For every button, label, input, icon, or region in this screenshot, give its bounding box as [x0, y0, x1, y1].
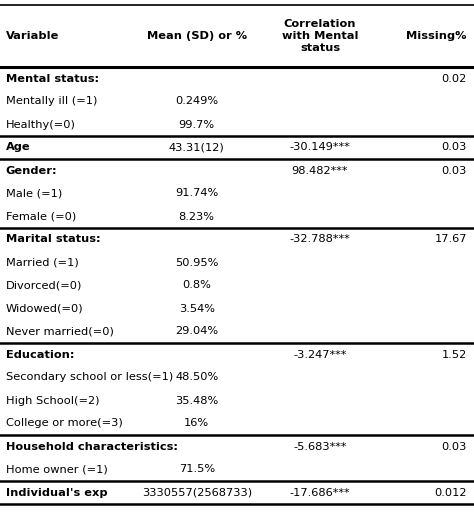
Text: Female (=0): Female (=0) [6, 211, 76, 222]
Text: 3.54%: 3.54% [179, 304, 215, 313]
Text: Gender:: Gender: [6, 166, 57, 175]
Text: Mean (SD) or %: Mean (SD) or % [146, 31, 247, 41]
Text: College or more(=3): College or more(=3) [6, 419, 122, 428]
Text: Marital status:: Marital status: [6, 234, 100, 245]
Text: Home owner (=1): Home owner (=1) [6, 464, 108, 475]
Text: 29.04%: 29.04% [175, 326, 218, 337]
Text: 8.23%: 8.23% [179, 211, 215, 222]
Text: 3330557(2568733): 3330557(2568733) [142, 487, 252, 498]
Text: Never married(=0): Never married(=0) [6, 326, 114, 337]
Text: Education:: Education: [6, 349, 74, 360]
Text: 0.03: 0.03 [441, 442, 467, 451]
Text: Correlation
with Mental
status: Correlation with Mental status [282, 19, 358, 53]
Text: Secondary school or less(=1): Secondary school or less(=1) [6, 372, 173, 383]
Text: 48.50%: 48.50% [175, 372, 219, 383]
Text: Variable: Variable [6, 31, 59, 41]
Text: Married (=1): Married (=1) [6, 258, 78, 267]
Text: -32.788***: -32.788*** [290, 234, 350, 245]
Text: 99.7%: 99.7% [179, 120, 215, 129]
Text: 1.52: 1.52 [442, 349, 467, 360]
Text: 35.48%: 35.48% [175, 396, 219, 405]
Text: 50.95%: 50.95% [175, 258, 219, 267]
Text: Divorced(=0): Divorced(=0) [6, 281, 82, 290]
Text: Household characteristics:: Household characteristics: [6, 442, 178, 451]
Text: Mentally ill (=1): Mentally ill (=1) [6, 96, 97, 107]
Text: -5.683***: -5.683*** [293, 442, 346, 451]
Text: 0.03: 0.03 [441, 143, 467, 152]
Text: 71.5%: 71.5% [179, 464, 215, 475]
Text: 0.03: 0.03 [441, 166, 467, 175]
Text: -17.686***: -17.686*** [290, 487, 350, 498]
Text: 0.02: 0.02 [442, 73, 467, 84]
Text: Widowed(=0): Widowed(=0) [6, 304, 83, 313]
Text: Individual's exp: Individual's exp [6, 487, 107, 498]
Text: 16%: 16% [184, 419, 210, 428]
Text: 0.8%: 0.8% [182, 281, 211, 290]
Text: Mental status:: Mental status: [6, 73, 99, 84]
Text: Male (=1): Male (=1) [6, 188, 62, 199]
Text: -3.247***: -3.247*** [293, 349, 346, 360]
Text: 91.74%: 91.74% [175, 188, 219, 199]
Text: 98.482***: 98.482*** [292, 166, 348, 175]
Text: High School(=2): High School(=2) [6, 396, 99, 405]
Text: 0.249%: 0.249% [175, 96, 218, 107]
Text: Age: Age [6, 143, 30, 152]
Text: 43.31(12): 43.31(12) [169, 143, 225, 152]
Text: -30.149***: -30.149*** [290, 143, 350, 152]
Text: Missing%: Missing% [406, 31, 467, 41]
Text: 17.67: 17.67 [434, 234, 467, 245]
Text: 0.012: 0.012 [434, 487, 467, 498]
Text: Healthy(=0): Healthy(=0) [6, 120, 75, 129]
